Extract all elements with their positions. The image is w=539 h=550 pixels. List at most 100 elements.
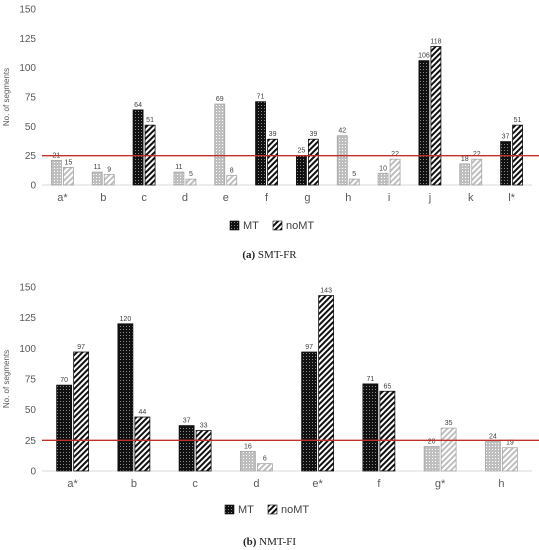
legend-swatch-mt — [229, 220, 240, 231]
data-label: 6 — [263, 456, 267, 463]
y-tick-label: 150 — [19, 283, 36, 294]
bar-mt — [336, 135, 348, 186]
bar-nomt — [195, 430, 212, 472]
caption-text: SMT-FR — [255, 249, 297, 261]
data-label: 71 — [366, 376, 374, 383]
chart-caption: (a) SMT-FR — [242, 249, 297, 261]
bar-nomt — [471, 158, 483, 186]
x-tick-label: g* — [435, 478, 446, 490]
x-tick-label: d — [253, 478, 259, 490]
data-label: 69 — [216, 96, 224, 103]
data-label: 97 — [77, 344, 85, 351]
x-tick-label: f — [377, 478, 381, 490]
legend-swatch-mt — [224, 504, 235, 515]
x-tick-label: e — [223, 192, 229, 204]
data-label: 51 — [146, 117, 154, 124]
y-tick-label: 50 — [25, 122, 37, 133]
y-tick-label: 100 — [19, 63, 36, 74]
y-tick-label: 100 — [19, 344, 36, 355]
bar-mt — [173, 171, 185, 186]
bar-nomt — [389, 158, 401, 186]
bar-mt — [117, 323, 134, 472]
data-label: 33 — [200, 423, 208, 430]
x-tick-label: h — [345, 192, 351, 204]
chart-nmt-fi-svg: No. of segments 0 25 50 75 100 125 150 70 97 a* 120… — [2, 283, 539, 548]
bar-mt — [418, 60, 430, 186]
data-label: 65 — [383, 383, 391, 390]
bar-nomt — [348, 178, 360, 186]
bar-mt — [377, 172, 389, 186]
legend-label-nomt: noMT — [281, 504, 309, 516]
data-label: 39 — [310, 131, 318, 138]
chart-nmt-fi: No. of segments 0 25 50 75 100 125 150 70 97 a* 120… — [0, 275, 539, 550]
data-label: 37 — [183, 418, 191, 425]
data-label: 35 — [445, 420, 453, 427]
data-label: 5 — [352, 171, 356, 178]
bar-nomt — [63, 166, 74, 186]
x-tick-label: k — [468, 192, 474, 204]
data-label: 5 — [189, 171, 193, 178]
data-label: 8 — [230, 168, 234, 175]
y-tick-label: 75 — [25, 93, 37, 104]
data-label: 42 — [338, 128, 346, 135]
chart-smt-fr: No. of segments 0 25 50 75 100 125 150 21 15 a* 11 9… — [2, 5, 539, 261]
data-label: 44 — [138, 409, 146, 416]
x-tick-label: e* — [312, 478, 323, 490]
bar-mt — [178, 425, 195, 472]
x-tick-label: a* — [67, 478, 78, 490]
data-label: 118 — [430, 39, 441, 46]
bar-mt — [484, 441, 501, 472]
chart-caption: (b) NMT-FI — [243, 536, 296, 548]
x-tick-label: f — [265, 192, 269, 204]
data-label: 51 — [514, 117, 522, 124]
data-label: 106 — [418, 53, 430, 60]
bar-nomt — [430, 46, 442, 186]
bar-mt — [500, 141, 511, 186]
bar-mt — [239, 450, 256, 472]
x-tick-label: b — [100, 192, 106, 204]
caption-letter: (b) — [243, 536, 257, 548]
legend-swatch-nomt — [272, 220, 283, 231]
y-tick-label: 150 — [19, 5, 36, 16]
bar-nomt — [73, 351, 90, 472]
bar-nomt — [318, 295, 335, 472]
bar-mt — [214, 103, 226, 186]
bar-nomt — [267, 138, 278, 186]
data-label: 22 — [473, 151, 481, 158]
bar-nomt — [226, 175, 238, 186]
bar-mt — [423, 446, 440, 472]
y-tick-label: 125 — [19, 34, 36, 45]
y-tick-label: 50 — [25, 405, 37, 416]
bar-nomt — [103, 174, 115, 186]
data-label: 24 — [489, 434, 497, 441]
bar-mt — [255, 101, 266, 186]
bar-nomt — [134, 416, 151, 472]
bar-mt — [51, 159, 62, 186]
bar-mt — [91, 171, 103, 186]
y-tick-label: 0 — [30, 467, 36, 478]
caption-letter: (a) — [242, 249, 255, 261]
bar-nomt — [308, 138, 319, 186]
bar-mt — [132, 109, 144, 186]
bar-mt — [459, 163, 471, 186]
legend-label-mt: MT — [243, 220, 259, 232]
data-label: 22 — [391, 151, 399, 158]
x-tick-label: b — [131, 478, 137, 490]
x-tick-label: c — [192, 478, 198, 490]
y-axis-label: No. of segments — [2, 350, 11, 408]
data-label: 120 — [120, 316, 132, 323]
data-label: 10 — [379, 165, 387, 172]
x-tick-label: g — [304, 192, 310, 204]
x-tick-label: c — [141, 192, 147, 204]
bar-mt — [362, 383, 379, 472]
data-label: 11 — [94, 164, 101, 171]
x-tick-label: j — [428, 192, 431, 204]
data-label: 143 — [320, 288, 332, 295]
x-tick-label: a* — [57, 192, 68, 204]
x-tick-label: h — [498, 478, 504, 490]
data-label: 97 — [305, 344, 313, 351]
data-label: 19 — [506, 440, 514, 447]
legend-label-mt: MT — [238, 504, 254, 516]
y-tick-label: 125 — [19, 313, 36, 324]
